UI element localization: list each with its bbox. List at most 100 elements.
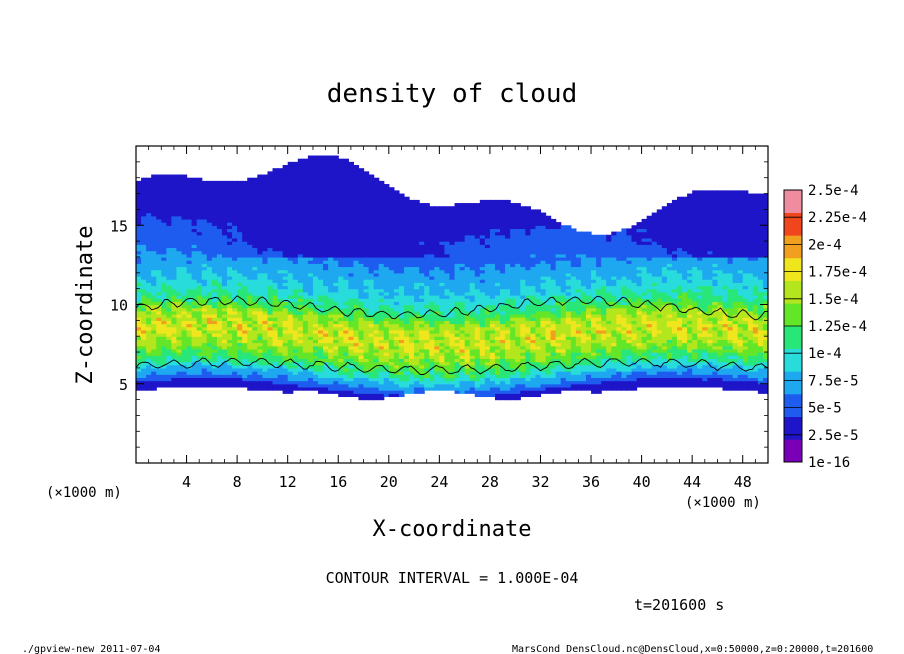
heatmap-cell — [247, 275, 253, 280]
heatmap-cell — [727, 371, 734, 375]
heatmap-cell — [555, 371, 562, 375]
heatmap-cell — [156, 377, 162, 382]
heatmap-cell — [151, 294, 157, 299]
heatmap-cell — [585, 285, 592, 290]
heatmap-cell — [732, 358, 739, 363]
heatmap-cell — [651, 314, 658, 318]
heatmap-cell — [191, 364, 198, 369]
heatmap-cell — [737, 275, 744, 280]
heatmap-cell — [383, 269, 390, 274]
heatmap-cell — [181, 348, 188, 353]
heatmap-cell — [591, 279, 597, 283]
heatmap-cell — [722, 333, 729, 337]
heatmap-cell — [409, 386, 415, 391]
heatmap-cell — [742, 383, 749, 388]
heatmap-cell — [272, 326, 279, 331]
heatmap-cell — [591, 320, 597, 325]
heatmap-cell — [257, 326, 263, 331]
heatmap-cell — [707, 275, 713, 280]
heatmap-cell — [302, 364, 309, 369]
heatmap-cell — [601, 386, 607, 391]
heatmap-cell — [409, 304, 415, 309]
heatmap-cell — [575, 329, 582, 334]
heatmap-cell — [489, 345, 496, 350]
heatmap-cell — [545, 282, 552, 287]
heatmap-cell — [580, 374, 587, 379]
heatmap-cell — [252, 342, 258, 347]
heatmap-cell — [717, 333, 724, 337]
heatmap-cell — [494, 358, 501, 363]
heatmap-cell — [692, 320, 698, 325]
heatmap-cell — [712, 320, 719, 325]
heatmap-cell — [383, 282, 390, 287]
heatmap-cell — [768, 336, 774, 340]
heatmap-cell — [611, 386, 617, 391]
heatmap-cell — [636, 266, 643, 271]
heatmap-cell — [237, 320, 243, 325]
heatmap-cell — [484, 374, 491, 379]
heatmap-cell — [333, 269, 339, 274]
heatmap-cell — [216, 345, 223, 350]
heatmap-cell — [454, 275, 461, 280]
heatmap-cell — [545, 304, 552, 309]
heatmap-cell — [479, 336, 486, 340]
heatmap-cell — [186, 380, 193, 385]
heatmap-cell — [510, 374, 516, 379]
heatmap-cell — [702, 383, 708, 388]
heatmap-cell — [353, 317, 360, 321]
heatmap-cell — [687, 279, 693, 283]
heatmap-cell — [525, 390, 531, 394]
heatmap-cell — [186, 323, 193, 328]
heatmap-cell — [580, 323, 587, 328]
heatmap-cell — [449, 314, 456, 318]
heatmap-cell — [737, 310, 744, 315]
heatmap-cell — [727, 342, 734, 347]
heatmap-cell — [449, 386, 456, 391]
heatmap-cell — [727, 380, 734, 385]
heatmap-cell — [287, 371, 294, 375]
heatmap-cell — [151, 345, 157, 350]
heatmap-cell — [348, 304, 355, 309]
heatmap-cell — [368, 307, 375, 312]
heatmap-cell — [601, 301, 607, 306]
heatmap-cell — [237, 317, 243, 321]
heatmap-cell — [651, 374, 658, 379]
heatmap-cell — [338, 355, 344, 359]
heatmap-cell — [530, 367, 537, 372]
heatmap-cell — [510, 371, 516, 375]
heatmap-cell — [530, 275, 537, 280]
heatmap-cell — [403, 279, 410, 283]
heatmap-cell — [232, 336, 238, 340]
heatmap-cell — [267, 304, 274, 309]
heatmap-cell — [221, 294, 228, 299]
heatmap-cell — [505, 279, 511, 283]
heatmap-cell — [328, 266, 334, 271]
heatmap-cell — [232, 358, 238, 363]
heatmap-cell — [697, 288, 703, 293]
heatmap-cell — [580, 282, 587, 287]
heatmap-cell — [641, 314, 648, 318]
heatmap-cell — [267, 348, 274, 353]
heatmap-cell — [307, 329, 314, 334]
heatmap-cell — [232, 383, 238, 388]
heatmap-cell — [262, 317, 269, 321]
heatmap-cell — [161, 336, 167, 340]
heatmap-cell — [707, 383, 713, 388]
heatmap-cell — [666, 361, 673, 366]
heatmap-cell — [424, 333, 430, 337]
heatmap-cell — [206, 326, 213, 331]
heatmap-cell — [166, 310, 172, 315]
heatmap-cell — [136, 345, 142, 350]
heatmap-cell — [227, 326, 233, 331]
heatmap-cell — [646, 339, 653, 344]
heatmap-cell — [454, 342, 461, 347]
heatmap-cell — [570, 317, 577, 321]
heatmap-cell — [479, 393, 486, 398]
heatmap-cell — [277, 342, 284, 347]
heatmap-cell — [641, 304, 648, 309]
heatmap-cell — [656, 371, 663, 375]
heatmap-cell — [292, 314, 299, 318]
heatmap-cell — [171, 285, 178, 290]
heatmap-cell — [312, 326, 319, 331]
heatmap-cell — [757, 390, 764, 394]
